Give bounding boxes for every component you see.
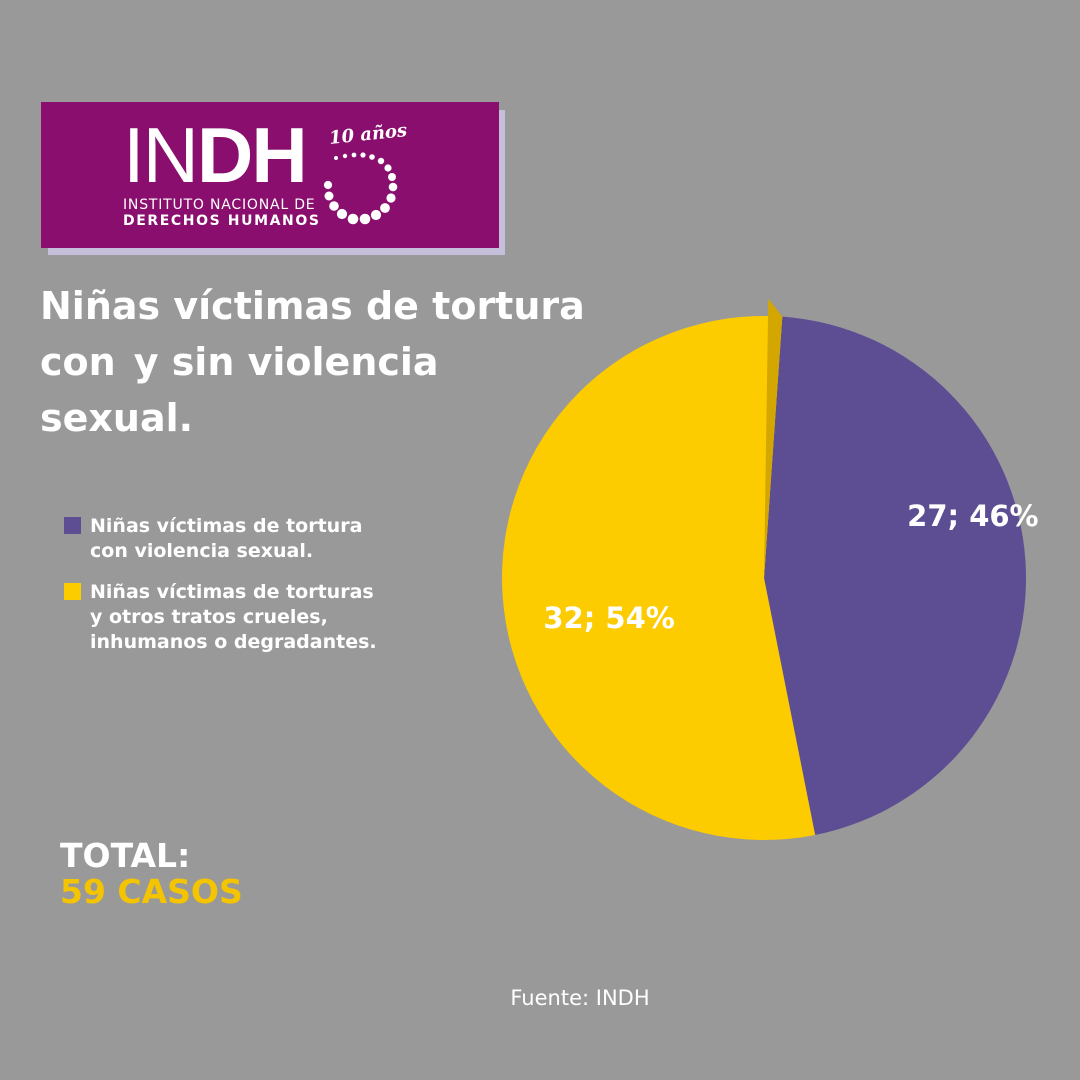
title-con: con: [40, 340, 116, 384]
total-label: TOTAL:: [60, 836, 191, 875]
total-value: 59 CASOS: [60, 872, 243, 911]
indh-logo: INDH 10 años INSTITUTO NACIONAL DE DEREC…: [41, 102, 499, 248]
chart-title: Niñas víctimas de tortura con y sin viole…: [40, 278, 640, 446]
logo-line2: DERECHOS HUMANOS: [123, 213, 321, 229]
chart-legend: Niñas víctimas de tortura con violencia …: [64, 514, 444, 671]
pie-label-1: 32; 54%: [543, 601, 674, 635]
title-line2: y sin violencia: [133, 340, 439, 384]
legend-item-yellow: Niñas víctimas de torturas y otros trato…: [64, 580, 444, 655]
logo-line1: INSTITUTO NACIONAL DE: [123, 197, 316, 213]
logo-wordmark-light: IN: [123, 111, 199, 199]
legend-label-purple: Niñas víctimas de tortura con violencia …: [90, 515, 363, 562]
legend-item-purple: Niñas víctimas de tortura con violencia …: [64, 514, 444, 564]
pie-edge-sliver: [764, 298, 783, 578]
pie-label-0: 27; 46%: [907, 499, 1038, 533]
logo-wordmark: INDH: [123, 116, 308, 194]
pie-slice-1: [501, 316, 816, 840]
source-note: Fuente: INDH: [510, 986, 650, 1010]
legend-swatch-yellow: [64, 583, 81, 600]
legend-label-yellow: Niñas víctimas de torturas y otros trato…: [90, 581, 377, 653]
logo-ring-icon: [323, 152, 398, 225]
logo-wordmark-bold: DH: [197, 111, 308, 199]
title-line1: Niñas víctimas de tortura: [40, 284, 585, 328]
pie-slice-0: [764, 316, 1026, 835]
legend-swatch-purple: [64, 517, 81, 534]
title-line3: sexual.: [40, 396, 194, 440]
